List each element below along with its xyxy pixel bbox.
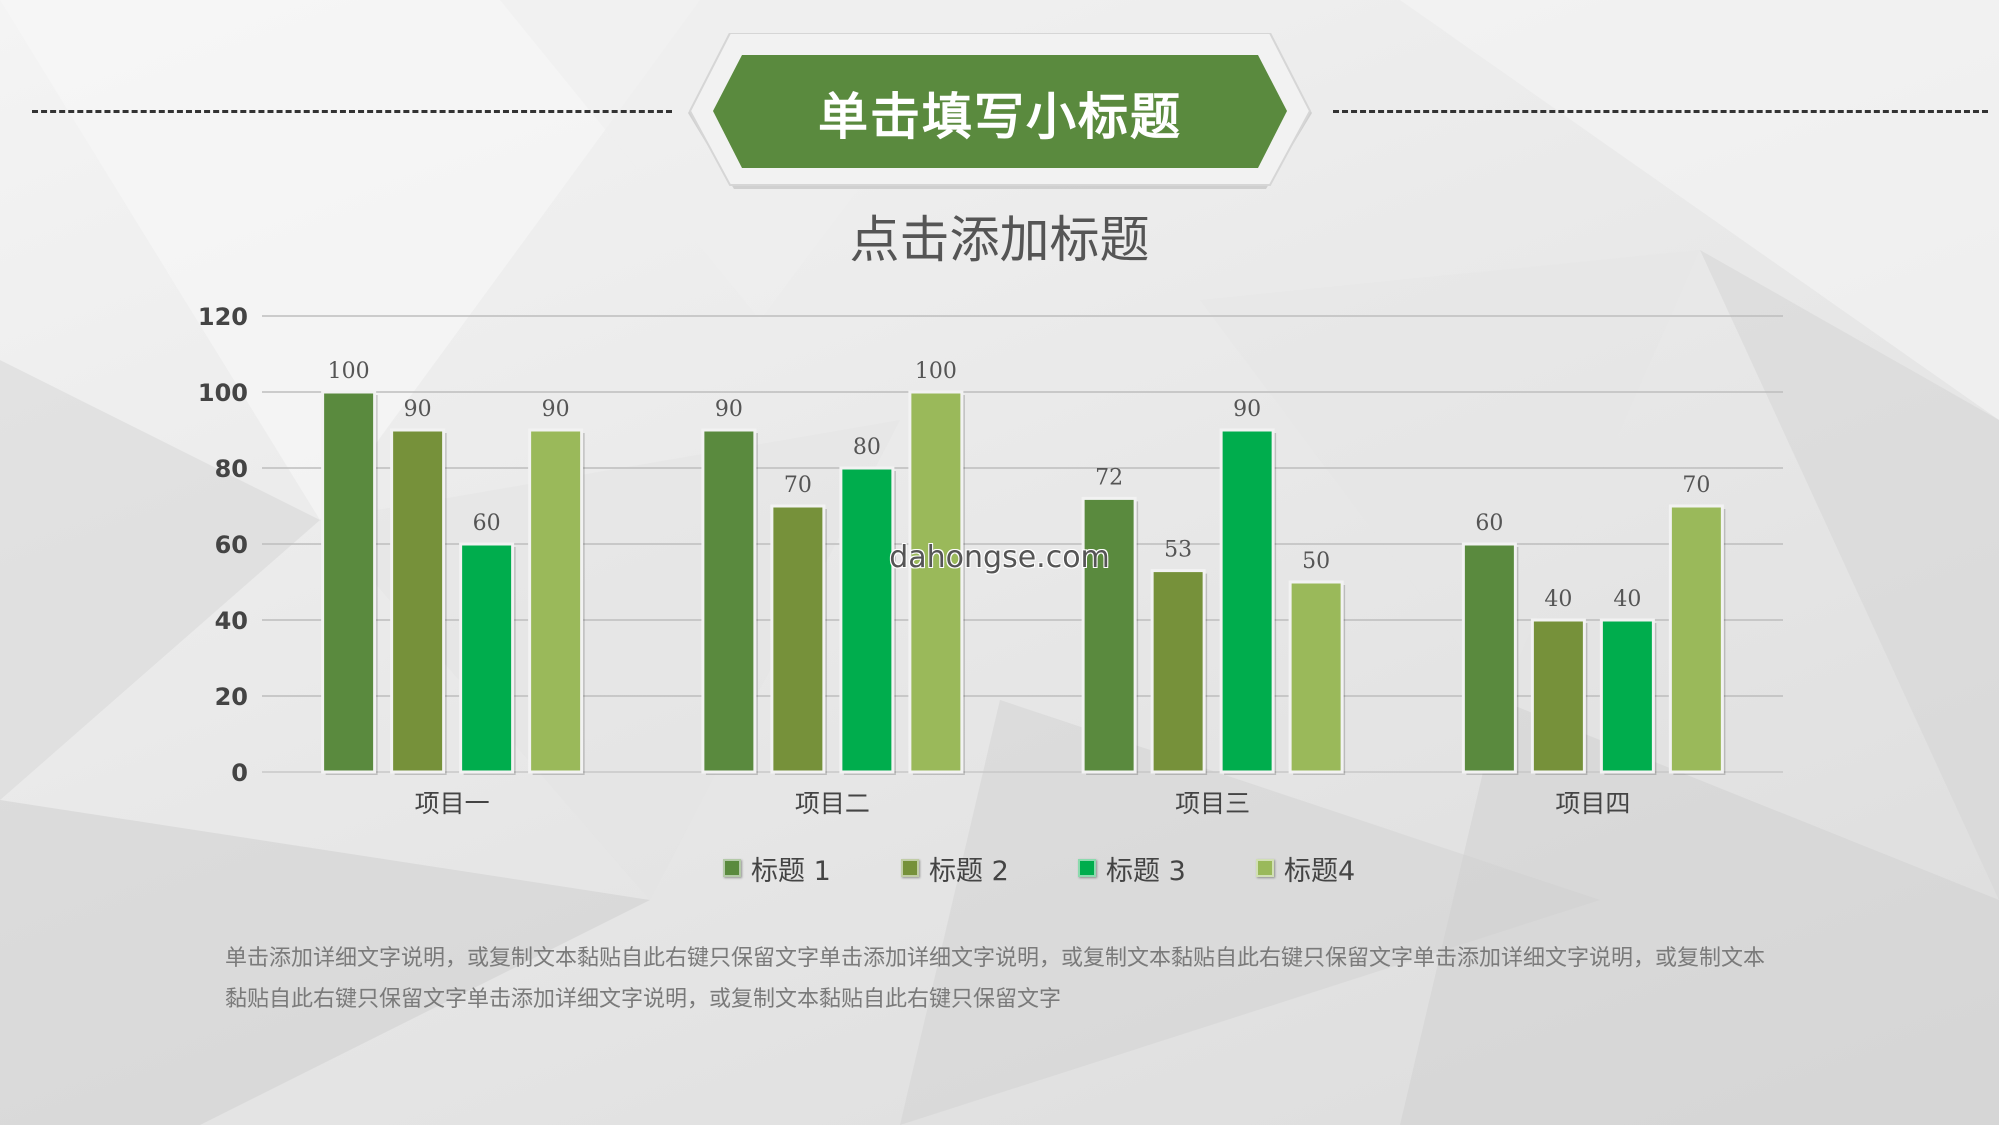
banner-title[interactable]: 单击填写小标题 <box>818 88 1182 146</box>
legend-item-1: 标题 1 <box>723 848 831 888</box>
x-tick-label: 项目二 <box>795 789 870 818</box>
x-tick-label: 项目一 <box>415 789 490 818</box>
bar-value-label: 70 <box>1682 473 1710 498</box>
y-tick-label: 60 <box>215 531 248 559</box>
description-text[interactable]: 单击添加详细文字说明，或复制文本黏贴自此右键只保留文字单击添加详细文字说明，或复… <box>225 946 1766 1012</box>
bar <box>839 466 895 774</box>
x-tick-label: 项目四 <box>1555 789 1630 818</box>
bar <box>459 542 515 774</box>
bar-value-label: 90 <box>715 397 743 422</box>
legend-swatch-4 <box>1256 859 1274 877</box>
divider-left <box>32 110 672 113</box>
bar-value-label: 90 <box>542 397 570 422</box>
bar-value-label: 70 <box>784 473 812 498</box>
legend-item-4: 标题4 <box>1256 848 1355 888</box>
y-tick-label: 0 <box>231 759 248 787</box>
legend-swatch-3 <box>1078 859 1096 877</box>
bar-value-label: 80 <box>853 435 881 460</box>
bar <box>701 428 757 774</box>
y-tick-label: 40 <box>215 607 248 635</box>
title-banner <box>688 33 1312 189</box>
bar-value-label: 53 <box>1164 538 1192 563</box>
bar-value-label: 72 <box>1095 465 1123 490</box>
y-tick-label: 20 <box>215 683 248 711</box>
legend-label-3: 标题 3 <box>1106 855 1186 887</box>
bar <box>390 428 446 774</box>
legend-label-4: 标题4 <box>1284 855 1356 887</box>
legend-label-2: 标题 2 <box>929 855 1009 887</box>
y-tick-label: 80 <box>215 455 248 483</box>
bar-value-label: 90 <box>1233 397 1261 422</box>
bar <box>528 428 584 774</box>
bar-value-label: 40 <box>1613 587 1641 612</box>
bar <box>1219 428 1275 774</box>
bar <box>1461 542 1517 774</box>
bar <box>908 390 964 774</box>
legend-label-1: 标题 1 <box>751 855 831 887</box>
bar-value-label: 100 <box>915 359 957 384</box>
bar-value-label: 60 <box>1475 511 1503 536</box>
bar-value-label: 50 <box>1302 549 1330 574</box>
legend-swatch-1 <box>723 859 741 877</box>
bar-value-label: 100 <box>328 359 370 384</box>
bar <box>1530 618 1586 774</box>
bar-value-label: 60 <box>473 511 501 536</box>
chart-title[interactable]: 点击添加标题 <box>849 211 1150 269</box>
legend-item-2: 标题 2 <box>901 848 1009 888</box>
bar-value-label: 90 <box>404 397 432 422</box>
bar <box>1599 618 1655 774</box>
bar <box>1150 569 1206 774</box>
legend-swatch-2 <box>901 859 919 877</box>
watermark-text: dahongse.com <box>889 540 1110 575</box>
bar <box>770 504 826 774</box>
divider-right <box>1333 110 1988 113</box>
x-tick-label: 项目三 <box>1175 789 1250 818</box>
bar <box>321 390 377 774</box>
bar-value-label: 40 <box>1544 587 1572 612</box>
y-tick-label: 120 <box>198 303 248 331</box>
bar <box>1288 580 1344 774</box>
legend-item-3: 标题 3 <box>1078 848 1186 888</box>
bar <box>1668 504 1724 774</box>
bar <box>1081 496 1137 774</box>
y-tick-label: 100 <box>198 379 248 407</box>
